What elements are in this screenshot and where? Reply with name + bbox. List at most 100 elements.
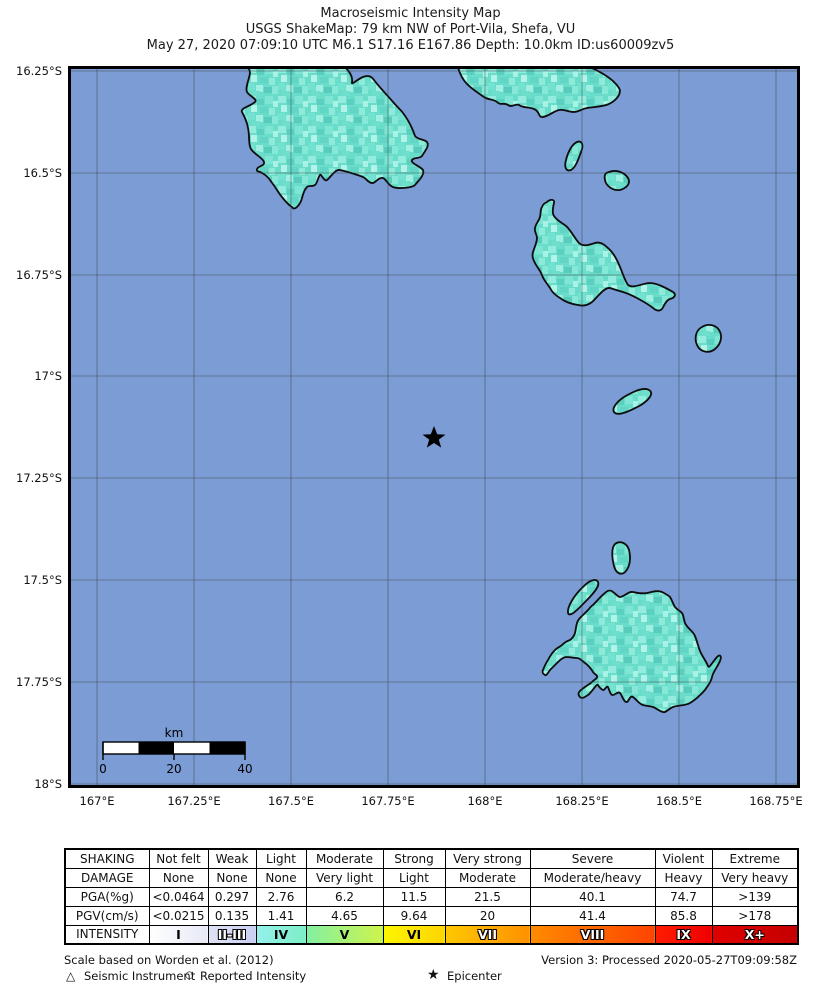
pga-row: PGA(%g) <0.0464 0.297 2.76 6.2 11.5 21.5… xyxy=(64,886,799,907)
map-title: Macroseismic Intensity Map xyxy=(320,6,501,21)
row-label: PGV(cm/s) xyxy=(64,905,150,926)
damage-cell: Moderate/heavy xyxy=(529,867,656,888)
seismic-instrument-label: Seismic Instrument xyxy=(84,969,196,983)
x-tick-label: 168°E xyxy=(467,794,503,808)
damage-cell: None xyxy=(255,867,307,888)
island-nguna xyxy=(611,541,631,575)
scale-bar-tick-label: 20 xyxy=(166,762,181,776)
intensity-cell: VI xyxy=(382,924,446,945)
pgv-cell: 1.41 xyxy=(255,905,307,926)
version-processed: Version 3: Processed 2020-05-27T09:09:58… xyxy=(541,953,797,967)
intensity-cell: VII xyxy=(444,924,531,945)
pga-cell: 40.1 xyxy=(529,886,656,907)
damage-cell: Heavy xyxy=(654,867,713,888)
scale-reference: Scale based on Worden et al. (2012) xyxy=(64,953,274,967)
epicenter-star-icon: ★ xyxy=(427,967,440,983)
shaking-cell: Not felt xyxy=(148,848,209,869)
island-mataso xyxy=(694,323,722,353)
footer-notes: Scale based on Worden et al. (2012) Vers… xyxy=(64,953,797,967)
scale-bar-unit: km xyxy=(165,726,184,740)
y-tick-label: 17.75°S xyxy=(16,675,62,689)
seismic-instrument-triangle-icon: △ xyxy=(66,969,76,983)
intensity-cell: V xyxy=(305,924,384,945)
damage-row: DAMAGE None None None Very light Light M… xyxy=(64,867,799,888)
event-info: May 27, 2020 07:09:10 UTC M6.1 S17.16 E1… xyxy=(146,38,675,53)
damage-cell: None xyxy=(207,867,257,888)
pgv-cell: 85.8 xyxy=(654,905,713,926)
pga-cell: 0.297 xyxy=(207,886,257,907)
intensity-cell: VIII xyxy=(529,924,656,945)
intensity-cell: X+ xyxy=(711,924,799,945)
map-canvas: km 0 20 40 xyxy=(68,66,800,788)
shaking-cell: Strong xyxy=(382,848,446,869)
pgv-cell: <0.0215 xyxy=(148,905,209,926)
x-tick-label: 168.75°E xyxy=(749,794,803,808)
y-tick-label: 16.25°S xyxy=(16,64,62,78)
scale-bar-tick-label: 0 xyxy=(99,762,107,776)
x-tick-label: 168.25°E xyxy=(555,794,609,808)
scale-bar-tick-label: 40 xyxy=(237,762,252,776)
shaking-cell: Violent xyxy=(654,848,713,869)
pga-cell: 6.2 xyxy=(305,886,384,907)
damage-cell: Very heavy xyxy=(711,867,799,888)
x-tick-label: 167.5°E xyxy=(268,794,314,808)
map-frame xyxy=(68,66,800,788)
shaking-cell: Moderate xyxy=(305,848,384,869)
epicenter-star-icon xyxy=(422,426,446,448)
legend-table: SHAKING Not felt Weak Light Moderate Str… xyxy=(64,848,799,945)
y-tick-label: 18°S xyxy=(34,777,62,791)
pga-cell: 2.76 xyxy=(255,886,307,907)
pga-cell: 21.5 xyxy=(444,886,531,907)
pga-cell: 11.5 xyxy=(382,886,446,907)
row-label: INTENSITY xyxy=(64,924,150,945)
shaking-cell: Extreme xyxy=(711,848,799,869)
island-makura xyxy=(612,388,653,415)
shaking-cell: Light xyxy=(255,848,307,869)
pgv-cell: 41.4 xyxy=(529,905,656,926)
pgv-cell: 4.65 xyxy=(305,905,384,926)
y-tick-label: 17.5°S xyxy=(23,573,62,587)
x-tick-label: 167.75°E xyxy=(361,794,415,808)
x-tick-label: 167.25°E xyxy=(167,794,221,808)
intensity-cell: IX xyxy=(654,924,713,945)
damage-cell: Moderate xyxy=(444,867,531,888)
y-tick-label: 16.75°S xyxy=(16,268,62,282)
pgv-cell: 9.64 xyxy=(382,905,446,926)
pga-cell: <0.0464 xyxy=(148,886,209,907)
shaking-row: SHAKING Not felt Weak Light Moderate Str… xyxy=(64,848,799,869)
map-svg: km 0 20 40 xyxy=(68,66,800,788)
row-label: SHAKING xyxy=(64,848,150,869)
island-small-north-2 xyxy=(603,170,630,192)
title-block: Macroseismic Intensity Map USGS ShakeMap… xyxy=(0,6,821,54)
pgv-row: PGV(cm/s) <0.0215 0.135 1.41 4.65 9.64 2… xyxy=(64,905,799,926)
damage-cell: None xyxy=(148,867,209,888)
intensity-cell: II-III xyxy=(207,924,257,945)
pgv-cell: 0.135 xyxy=(207,905,257,926)
x-tick-label: 167°E xyxy=(79,794,115,808)
intensity-row: INTENSITY I II-III IV V VI VII VIII IX X… xyxy=(64,924,799,945)
y-tick-label: 17.25°S xyxy=(16,471,62,485)
intensity-cell: IV xyxy=(255,924,307,945)
y-tick-label: 17°S xyxy=(34,369,62,383)
scale-bar-segment xyxy=(209,742,245,754)
pgv-cell: 20 xyxy=(444,905,531,926)
map-subtitle: USGS ShakeMap: 79 km NW of Port-Vila, Sh… xyxy=(245,22,576,37)
reported-intensity-circle-icon: ○ xyxy=(185,970,194,981)
x-tick-label: 168.5°E xyxy=(656,794,702,808)
damage-cell: Very light xyxy=(305,867,384,888)
y-tick-label: 16.5°S xyxy=(23,166,62,180)
epicenter-label: Epicenter xyxy=(447,969,502,983)
scale-bar-segment xyxy=(138,742,174,754)
pga-cell: 74.7 xyxy=(654,886,713,907)
reported-intensity-label: Reported Intensity xyxy=(200,969,307,983)
graticule xyxy=(68,66,800,788)
island-emae xyxy=(531,198,676,312)
island-moso xyxy=(567,579,600,616)
pga-cell: >139 xyxy=(711,886,799,907)
shaking-cell: Very strong xyxy=(444,848,531,869)
intensity-cell: I xyxy=(148,924,209,945)
pgv-cell: >178 xyxy=(711,905,799,926)
shaking-cell: Severe xyxy=(529,848,656,869)
scale-bar: km 0 20 40 xyxy=(99,726,252,776)
